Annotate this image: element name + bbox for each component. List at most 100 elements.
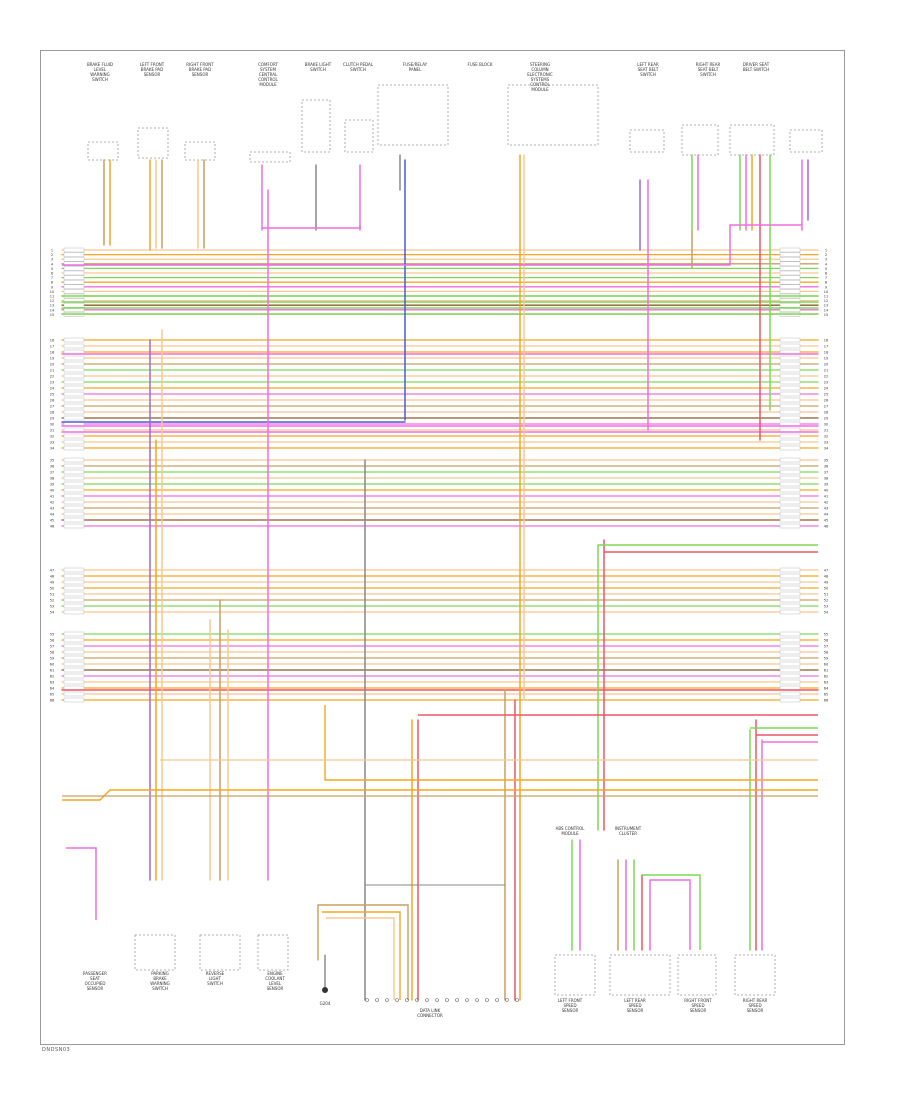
bottom-component-box [554,954,596,996]
dlc-pin [435,998,439,1002]
row-number-left: 60 [50,663,54,667]
row-number-right: 27 [824,405,828,409]
row-number-right: 8 [825,281,827,285]
bus-wire-tag-left [63,487,85,493]
bus-wire-tag-left [63,391,85,397]
bus-wire-tag-left [63,597,85,603]
row-number-left: 47 [50,569,54,573]
row-number-left: 23 [50,381,54,385]
row-number-right: 52 [824,599,828,603]
bus-wire-tag-left [63,279,85,285]
dlc-pin [425,998,429,1002]
top-component-label: DRIVER SEAT BELT SWITCH [743,62,770,72]
bus-wire-tag-right [779,415,801,421]
bus-wire-tag-left [63,252,85,257]
bus-wire-tag-left [63,367,85,373]
bus-wire-tag-right [779,597,801,603]
routed-wire [642,874,701,950]
bus-wire-tag-left [63,266,85,271]
row-number-right: 45 [824,519,828,523]
row-number-left: 48 [50,575,54,579]
bus-wire-tag-right [779,367,801,373]
row-number-right: 11 [824,295,828,299]
bus-wire-tag-left [63,275,85,280]
bottom-component-box [199,934,241,971]
row-number-left: 18 [50,351,54,355]
bus-wire-tag-right [779,673,801,679]
row-number-right: 35 [824,459,828,463]
bus-wire-tag-right [779,391,801,397]
bus-wire-tag-right [779,481,801,487]
row-number-left: 55 [50,633,54,637]
row-number-right: 24 [824,387,829,391]
bus-wire-tag-left [63,655,85,661]
row-number-right: 21 [824,369,828,373]
row-number-right: 14 [824,308,829,312]
row-number-left: 30 [50,423,54,427]
bottom-component-label: RIGHT REAR SPEED SENSOR [743,998,768,1013]
bus-wire-tag-right [779,247,801,253]
dlc-wire [326,917,395,1000]
row-number-left: 39 [50,483,54,487]
bus-wire-tag-left [63,585,85,591]
row-number-right: 26 [824,399,828,403]
bus-wire-tag-left [63,475,85,481]
bus-wire-tag-left [63,409,85,415]
bus-wire-tag-right [779,603,801,609]
dlc-pin [375,998,379,1002]
bottom-component-box [134,934,176,971]
bus-wire-tag-left [63,697,85,703]
bottom-component-label: REVERSE LIGHT SWITCH [206,971,225,986]
top-component-label: RIGHT REAR SEAT BELT SWITCH [696,62,721,77]
row-number-right: 18 [824,351,828,355]
bus-wire-tag-right [779,385,801,391]
bus-wire-tag-right [779,337,801,343]
row-number-left: 34 [50,447,55,451]
dlc-wire [322,911,401,1000]
bus-wire-tag-left [63,463,85,469]
row-number-left: 9 [51,285,53,289]
bus-wire-tag-right [779,643,801,649]
row-number-left: 59 [50,657,54,661]
row-number-right: 22 [824,375,828,379]
top-component-label: CLUTCH PEDAL SWITCH [343,62,374,72]
bus-wire-tag-left [63,379,85,385]
bus-wire-tag-right [779,505,801,511]
row-number-right: 38 [824,477,828,481]
bus-wire-tag-right [779,433,801,439]
bus-wire-tag-left [63,667,85,673]
top-component-label: COMFORT SYSTEM CENTRAL CONTROL MODULE [258,62,278,87]
row-number-right: 42 [824,501,828,505]
row-number-left: 42 [50,501,54,505]
bus-wire-tag-left [63,505,85,511]
bus-wire-tag-right [779,487,801,493]
dlc-pin [485,998,489,1002]
bus-wire-tag-left [63,567,85,573]
bus-wire-tag-right [779,279,801,285]
bus-wire-tag-left [63,603,85,609]
dlc-pin [445,998,449,1002]
dlc-pin [475,998,479,1002]
row-number-right: 33 [824,441,828,445]
row-number-left: 11 [50,295,54,299]
top-component-box [789,129,823,153]
row-number-left: 17 [50,345,54,349]
top-component-label: STEERING COLUMN ELECTRONIC SYSTEMS CONTROL MO… [527,62,553,92]
row-number-left: 25 [50,393,54,397]
row-number-left: 45 [50,519,54,523]
routed-wire [66,847,97,920]
row-number-right: 4 [825,262,828,266]
row-number-left: 8 [51,281,53,285]
row-number-right: 57 [824,645,828,649]
bus-wire-tag-left [63,643,85,649]
bus-wire-tag-right [779,697,801,703]
bus-wire-tag-right [779,397,801,403]
bus-wire-tag-right [779,379,801,385]
bus-wire-tag-right [779,289,801,294]
row-number-right: 63 [824,681,828,685]
row-number-left: 41 [50,495,54,499]
bus-wire-tag-right [779,517,801,523]
top-component-box [729,124,775,156]
row-number-left: 15 [50,313,54,317]
